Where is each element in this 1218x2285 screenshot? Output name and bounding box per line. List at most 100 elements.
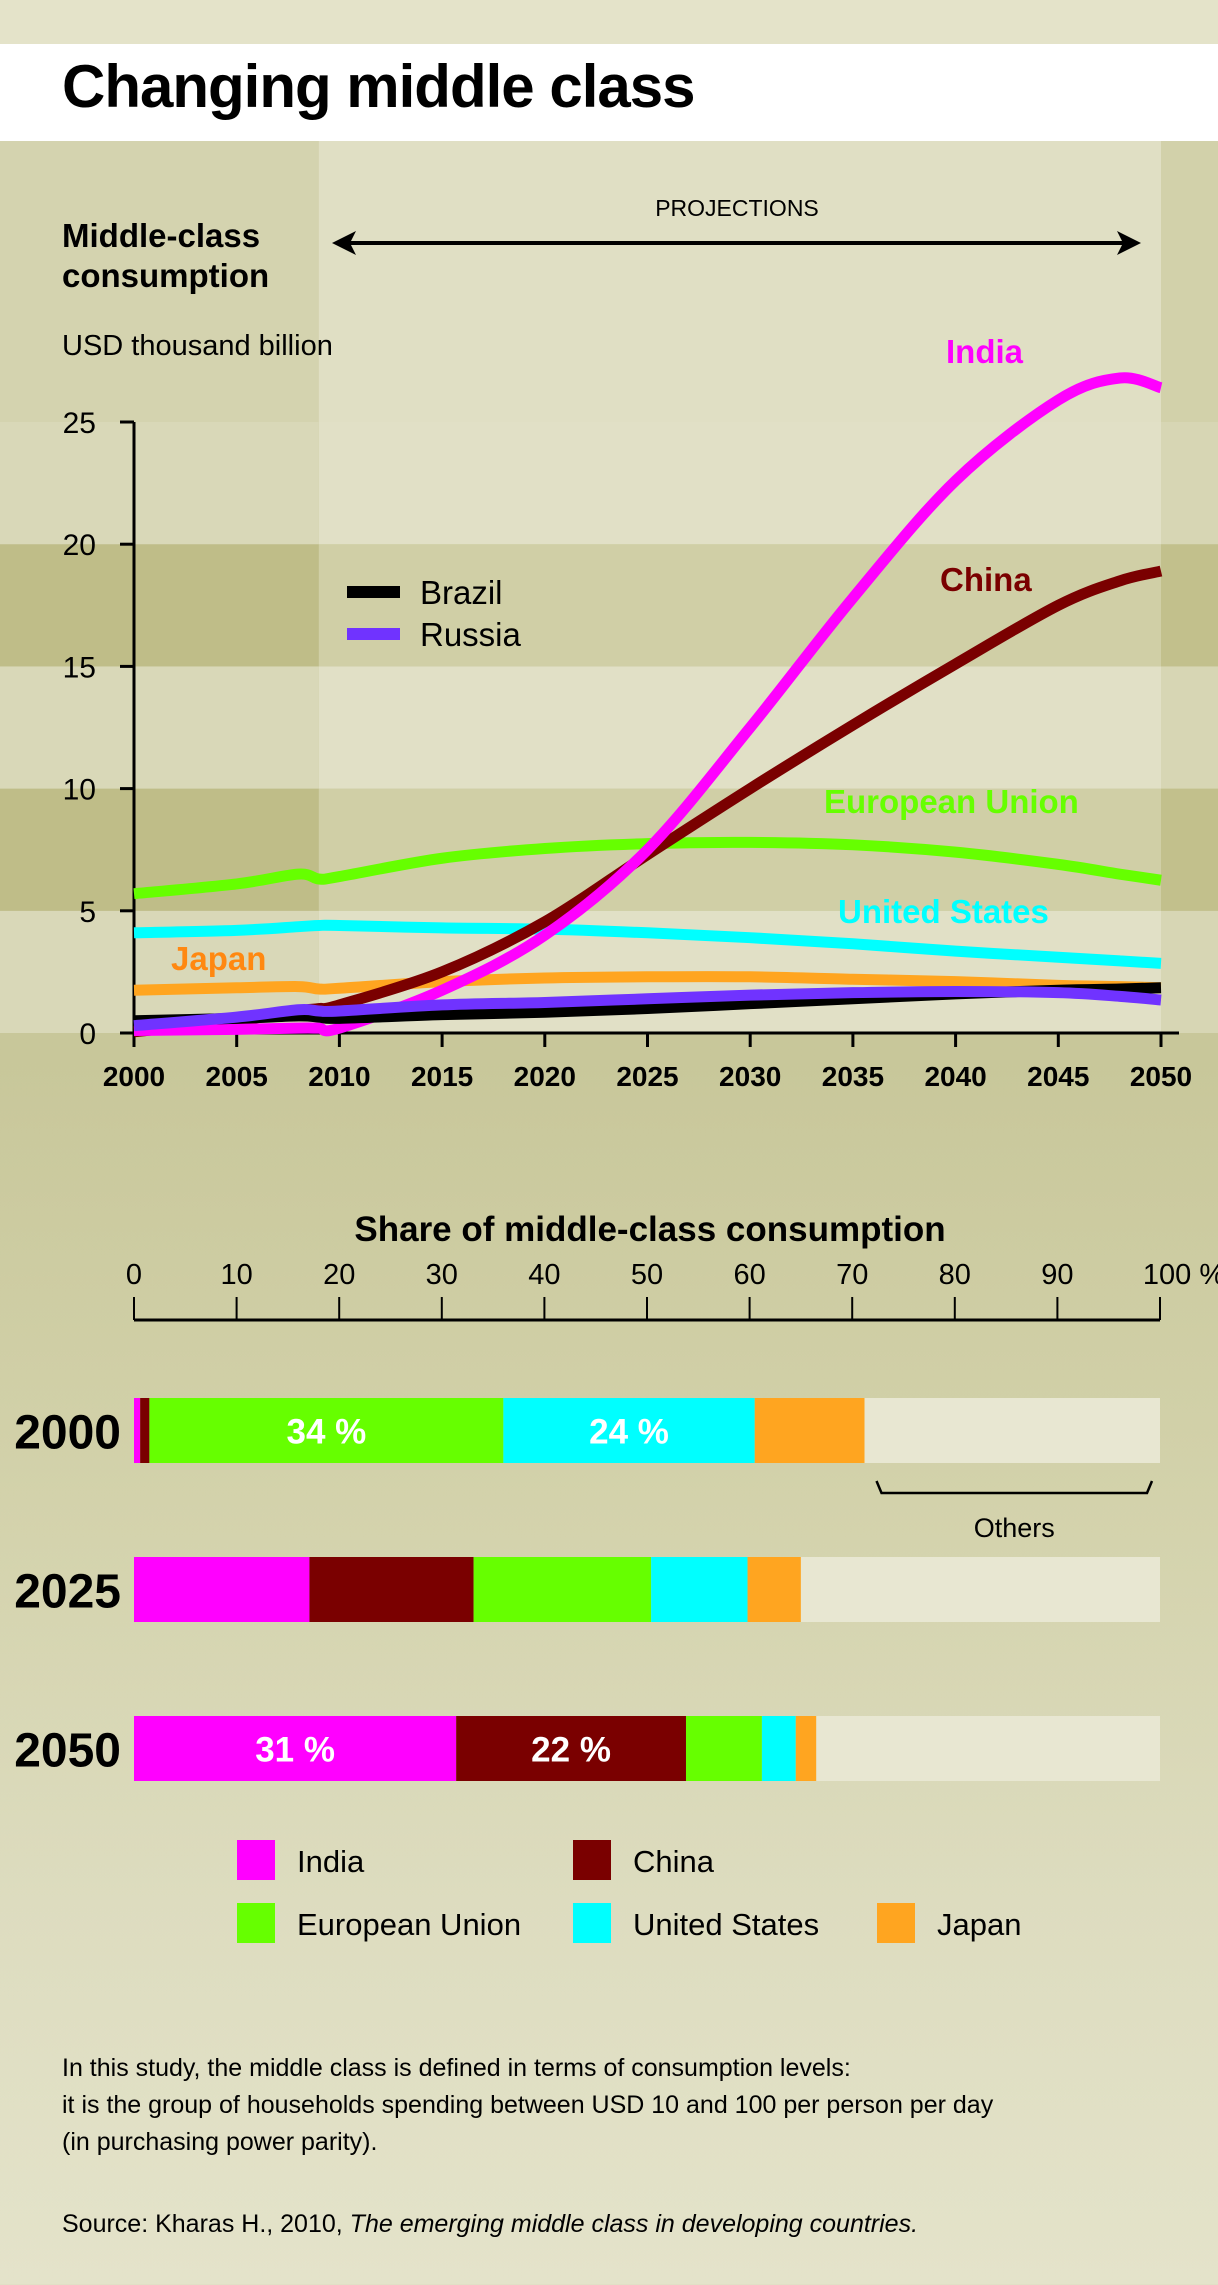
- bar-segment-european-union: [149, 1398, 504, 1463]
- bar-segment-united-states: [761, 1716, 796, 1781]
- bar-axis-tick-label: 10: [220, 1259, 252, 1291]
- x-tick-label: 2020: [514, 1061, 576, 1092]
- legend-label-brazil: Brazil: [420, 574, 503, 611]
- source-title: The emerging middle class in developing …: [349, 2210, 919, 2238]
- legend-swatch-european-union: [237, 1903, 275, 1943]
- background-band-right: [1161, 666, 1218, 789]
- bar-axis-tick-label: 90: [1041, 1259, 1073, 1291]
- bar-category-label: 2050: [14, 1725, 121, 1778]
- background-band-left: [0, 544, 319, 667]
- bar-segment-japan: [747, 1557, 801, 1622]
- line-chart-direct-labels: India China European Union United States Jap…: [171, 333, 1079, 977]
- bar-segment-japan: [795, 1716, 817, 1781]
- x-tick-label: 2030: [719, 1061, 781, 1092]
- legend-label-japan: Japan: [937, 1907, 1021, 1942]
- bar-axis-tick-label: 30: [426, 1259, 458, 1291]
- y-tick-label: 10: [63, 774, 96, 807]
- series-label-japan: Japan: [171, 940, 266, 977]
- line-chart-legend: Brazil Russia: [347, 574, 522, 653]
- legend-swatch-china: [573, 1840, 611, 1880]
- series-label-china: China: [940, 561, 1032, 598]
- top-strip: [0, 0, 1218, 44]
- x-tick-label: 2025: [616, 1061, 678, 1092]
- page-title: Changing middle class: [62, 53, 695, 120]
- bar-data-label: 22 %: [531, 1731, 611, 1770]
- bar-segment-others: [864, 1398, 1160, 1463]
- footnote-definition: In this study, the middle class is defin…: [62, 2050, 993, 2161]
- projections-label: PROJECTIONS: [655, 195, 819, 221]
- x-tick-label: 2000: [103, 1061, 165, 1092]
- y-tick-label: 5: [79, 896, 96, 929]
- background-band-right: [1161, 910, 1218, 1033]
- bar-axis-tick-label: 70: [836, 1259, 868, 1291]
- series-label-european-union: European Union: [824, 783, 1079, 820]
- series-line-russia: [133, 985, 1162, 1032]
- bar-axis-tick-label: 20: [323, 1259, 355, 1291]
- arrow-left-head-icon: [332, 231, 356, 255]
- bar-segment-india: [134, 1557, 310, 1622]
- legend-label-india: India: [297, 1844, 365, 1879]
- bar-data-label: 31 %: [255, 1731, 335, 1770]
- legend-label-european-union: European Union: [297, 1907, 521, 1942]
- source-prefix: Source: Kharas H., 2010,: [62, 2210, 350, 2238]
- x-tick-label: 2010: [308, 1061, 370, 1092]
- bar-segment-china: [140, 1398, 150, 1463]
- arrow-right-head-icon: [1117, 231, 1141, 255]
- bar-segment-india: [134, 1716, 457, 1781]
- x-tick-label: 2015: [411, 1061, 473, 1092]
- source-citation: Source: Kharas H., 2010, The emerging mi…: [62, 2210, 918, 2239]
- bar-axis-tick-label: 50: [631, 1259, 663, 1291]
- bar-axis-tick-label: 0: [126, 1259, 142, 1291]
- legend-swatch-japan: [877, 1903, 915, 1943]
- legend-swatch-united-states: [573, 1903, 611, 1943]
- footnote-line: it is the group of households spending b…: [62, 2091, 994, 2119]
- y-tick-label: 25: [63, 407, 96, 440]
- bar-segment-others: [816, 1716, 1160, 1781]
- y-tick-label: 0: [79, 1018, 96, 1051]
- bar-segment-china: [309, 1557, 474, 1622]
- background-top-projections: [318, 141, 1161, 422]
- bar-segment-european-union: [685, 1716, 762, 1781]
- bar-segment-china: [456, 1716, 686, 1781]
- series-line-japan: [133, 971, 1162, 996]
- line-chart-series: [133, 372, 1163, 1038]
- bar-axis-tick-label: 40: [528, 1259, 560, 1291]
- line-chart-title-line1: Middle-class: [62, 217, 261, 254]
- background-band-left: [0, 422, 319, 545]
- series-line-european-union: [133, 836, 1162, 900]
- x-tick-label: 2035: [822, 1061, 884, 1092]
- bar-segment-european-union: [473, 1557, 652, 1622]
- bar-segment-others: [800, 1557, 1160, 1622]
- background-band-right: [1161, 544, 1218, 667]
- bar-segment-india: [134, 1398, 141, 1463]
- background-band-projections: [318, 666, 1161, 789]
- series-line-united-states: [133, 919, 1162, 969]
- background-band-right: [1161, 422, 1218, 545]
- bar-segment-united-states: [503, 1398, 755, 1463]
- y-axis-unit-label: USD thousand billion: [62, 330, 333, 362]
- others-bracket: [875, 1480, 1154, 1495]
- bar-data-label: 34 %: [286, 1413, 366, 1452]
- others-label: Others: [974, 1513, 1055, 1543]
- bar-chart-bars: 2000 34 % 24 % Others 2025 2050 31 % 22 %: [14, 1398, 1160, 1781]
- series-label-united-states: United States: [838, 893, 1049, 930]
- bar-chart-axis: 0 10 20 30 40 50 60 70 80 90 100 %: [126, 1259, 1218, 1322]
- bar-axis-tick-label: 60: [733, 1259, 765, 1291]
- title-bar: [0, 44, 1218, 141]
- legend-swatch-india: [237, 1840, 275, 1880]
- legend-label-china: China: [633, 1844, 715, 1879]
- legend-swatch-russia: [347, 628, 400, 640]
- bar-axis-tick-label: 100 %: [1143, 1259, 1218, 1291]
- line-chart-title-line2: consumption: [62, 257, 270, 294]
- bar-axis-tick-label: 80: [939, 1259, 971, 1291]
- x-tick-label: 2050: [1130, 1061, 1192, 1092]
- background-band-projections: [318, 544, 1161, 667]
- series-label-india: India: [946, 333, 1024, 370]
- background-band-right: [1161, 788, 1218, 911]
- footnote-line: In this study, the middle class is defin…: [62, 2054, 851, 2082]
- bar-category-label: 2000: [14, 1407, 121, 1460]
- y-tick-label: 15: [63, 651, 96, 684]
- background-top-right: [1161, 141, 1218, 422]
- bar-chart-title: Share of middle-class consumption: [354, 1210, 946, 1249]
- bar-segment-united-states: [651, 1557, 748, 1622]
